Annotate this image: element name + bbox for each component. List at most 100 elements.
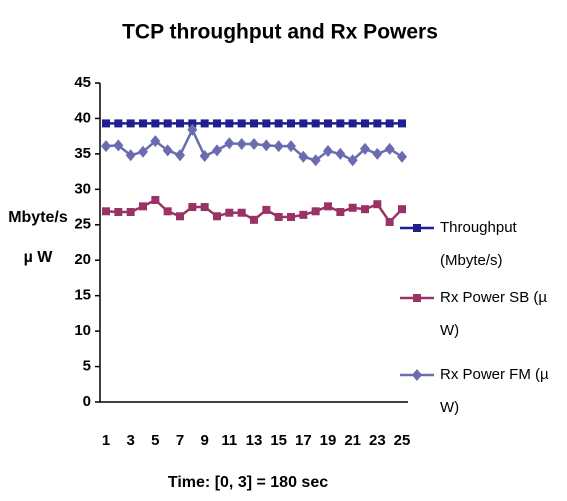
point [273, 140, 284, 153]
point [384, 142, 395, 155]
point [287, 212, 295, 221]
y-tick-label: 45 [74, 74, 91, 91]
point [225, 119, 234, 128]
point [176, 212, 184, 221]
point [262, 119, 271, 128]
y-tick-label: 5 [83, 358, 91, 375]
point [113, 139, 124, 152]
x-tick-label: 7 [176, 432, 184, 449]
x-tick-label: 15 [270, 432, 287, 449]
point [310, 154, 321, 167]
point [398, 119, 406, 128]
point [114, 208, 123, 217]
point [250, 119, 258, 128]
point [213, 212, 221, 221]
point [347, 154, 358, 167]
point [262, 205, 271, 214]
point [373, 200, 382, 209]
x-axis-title: Time: [0, 3] = 180 sec [168, 474, 328, 491]
point [336, 119, 345, 128]
point [212, 144, 222, 157]
point [286, 140, 296, 153]
legend-label: Rx Power SB (µ W) [440, 289, 547, 339]
x-tick-label: 25 [394, 432, 411, 449]
point [250, 215, 258, 224]
point [200, 119, 209, 128]
point [138, 145, 148, 158]
point [397, 150, 407, 163]
point [398, 205, 406, 214]
point [298, 150, 309, 163]
x-tick-label: 13 [246, 432, 263, 449]
point [335, 147, 346, 160]
point [324, 119, 332, 128]
y-tick-label: 20 [74, 251, 91, 268]
legend-marker [413, 224, 421, 232]
point [139, 202, 147, 211]
point [348, 119, 357, 128]
point [385, 217, 394, 226]
point [125, 149, 136, 162]
point [187, 123, 198, 136]
point [299, 119, 308, 128]
point [114, 119, 123, 128]
point [361, 205, 369, 214]
x-tick-label: 9 [200, 432, 208, 449]
point [299, 210, 308, 219]
point [373, 119, 382, 128]
point [236, 137, 247, 150]
legend-label: Throughput (Mbyte/s) [440, 219, 517, 269]
point [188, 119, 197, 128]
legend-marker [412, 369, 422, 381]
point [225, 208, 234, 217]
point [274, 212, 283, 221]
point [162, 144, 173, 157]
point [372, 147, 383, 160]
point [102, 119, 110, 128]
point [237, 208, 246, 217]
point [348, 203, 357, 212]
x-tick-label: 23 [369, 432, 386, 449]
point [126, 208, 135, 217]
point [224, 137, 235, 150]
point [274, 119, 283, 128]
point [188, 203, 197, 212]
point [324, 202, 332, 211]
x-tick-label: 3 [126, 432, 134, 449]
point [163, 119, 172, 128]
point [361, 119, 369, 128]
x-tick-label: 1 [102, 432, 110, 449]
y-axis-title: µ W [24, 249, 54, 266]
point [261, 139, 272, 152]
point [151, 195, 160, 204]
point [102, 207, 110, 216]
y-tick-label: 40 [74, 109, 91, 126]
y-tick-label: 30 [74, 180, 91, 197]
legend-marker [413, 294, 421, 302]
chart-title: TCP throughput and Rx Powers [122, 21, 438, 44]
point [126, 119, 135, 128]
x-tick-label: 5 [151, 432, 159, 449]
x-tick-label: 19 [320, 432, 337, 449]
point [311, 207, 320, 216]
x-tick-label: 11 [221, 432, 237, 449]
point [336, 208, 345, 217]
point [323, 145, 333, 158]
point [360, 142, 370, 155]
y-tick-label: 15 [74, 287, 91, 304]
y-tick-label: 10 [74, 322, 91, 339]
point [311, 119, 320, 128]
point [237, 119, 246, 128]
x-tick-label: 21 [344, 432, 361, 449]
point [175, 149, 185, 162]
point [287, 119, 295, 128]
point [150, 135, 161, 148]
y-tick-label: 25 [74, 216, 91, 233]
y-axis-title: Mbyte/s [8, 209, 68, 226]
legend-label: Rx Power FM (µ W) [440, 366, 549, 416]
point [139, 119, 147, 128]
point [385, 119, 394, 128]
point [163, 207, 172, 216]
